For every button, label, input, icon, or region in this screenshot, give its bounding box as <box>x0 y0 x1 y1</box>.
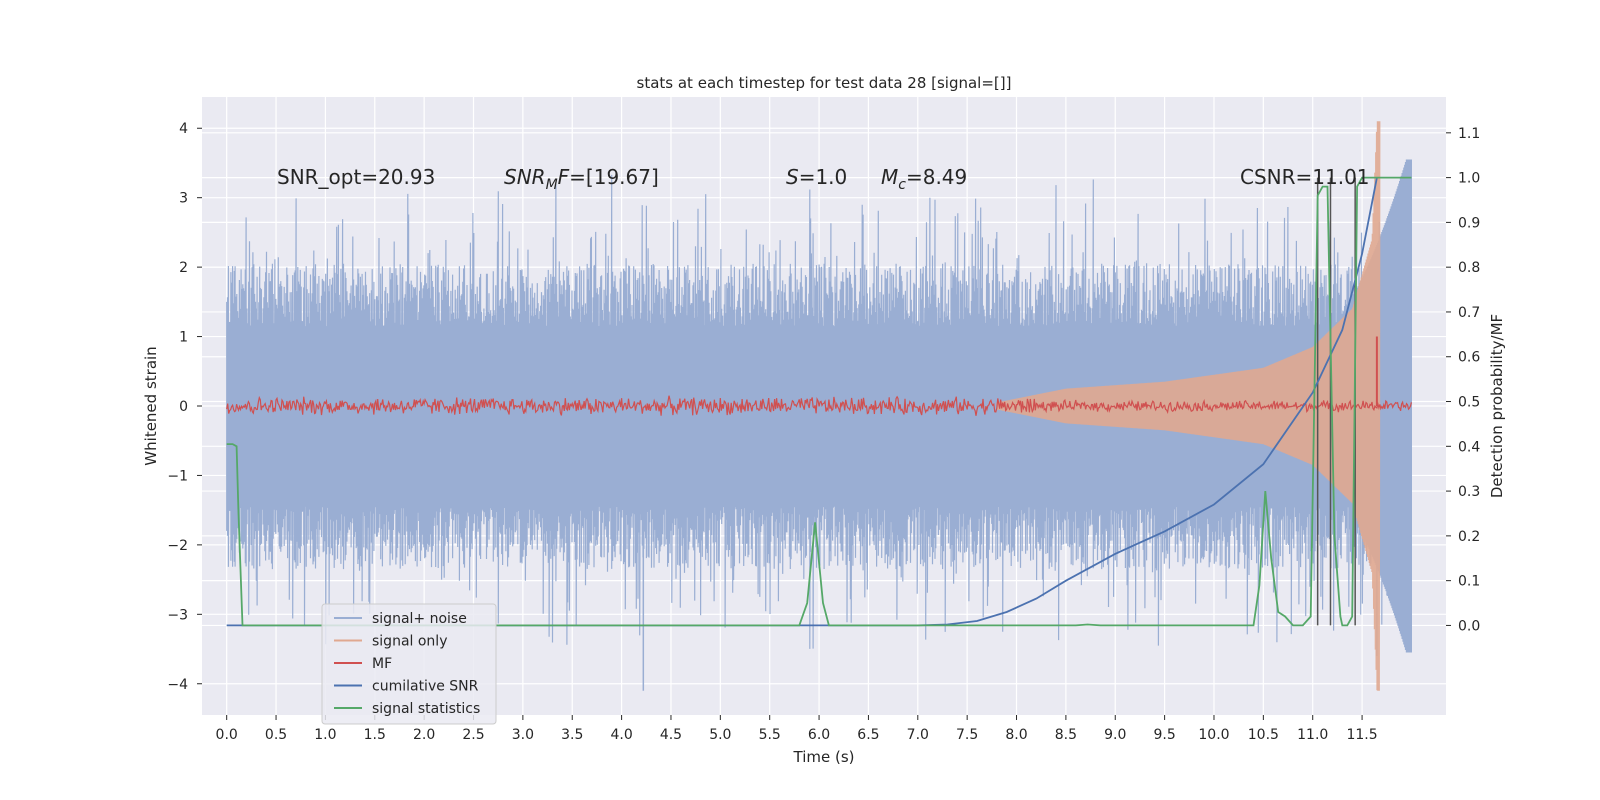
x-tick-label: 6.0 <box>808 727 830 743</box>
signal-noise-trace <box>226 159 1412 653</box>
x-tick-label: 4.0 <box>610 727 632 743</box>
x-tick-label: 10.5 <box>1248 727 1279 743</box>
signal-statistics-series <box>226 176 1412 627</box>
x-tick-label: 7.0 <box>907 727 929 743</box>
annotation-snr-opt: SNR_opt=20.93 <box>277 165 435 189</box>
mf-trace <box>226 395 1412 416</box>
mf-series <box>226 336 1412 416</box>
y-axis-right-label: Detection probability/MF <box>1488 314 1506 498</box>
x-tick-label: 11.0 <box>1297 727 1328 743</box>
legend-label: signal statistics <box>372 701 480 717</box>
annotation-csnr: CSNR=11.01 <box>1240 165 1370 189</box>
signal-statistics-line <box>226 176 1412 627</box>
x-tick-label: 9.0 <box>1104 727 1126 743</box>
legend-label: cumilative SNR <box>372 679 479 695</box>
x-tick-label: 1.0 <box>314 727 336 743</box>
x-axis-ticks: 0.0 0.5 1.0 1.5 2.0 2.5 3.0 3.5 4.0 4.5 5.0 5.5 6.0 6… <box>216 715 1378 743</box>
y-right-tick-label: 0.5 <box>1458 395 1480 411</box>
y-right-tick-label: 0.8 <box>1458 260 1480 276</box>
x-tick-label: 5.0 <box>709 727 731 743</box>
y-tick-label: 1 <box>179 330 188 346</box>
chart-title: stats at each timestep for test data 28 … <box>637 74 1012 92</box>
x-tick-label: 3.5 <box>561 727 583 743</box>
x-tick-label: 2.0 <box>413 727 435 743</box>
y-tick-label: −1 <box>167 468 188 484</box>
x-tick-label: 8.5 <box>1055 727 1077 743</box>
y-right-tick-label: 0.9 <box>1458 215 1480 231</box>
x-tick-label: 0.0 <box>216 727 238 743</box>
x-tick-label: 5.5 <box>759 727 781 743</box>
y-tick-label: 2 <box>179 260 188 276</box>
y-right-tick-label: 0.3 <box>1458 484 1480 500</box>
left-axis-ticks: −4 −3 −2 −1 0 1 2 3 4 <box>167 121 202 693</box>
legend-box <box>321 603 497 725</box>
annotation-s: S=1.0 <box>786 165 847 189</box>
y-right-tick-label: 1.0 <box>1458 171 1480 187</box>
right-axis-ticks: 0.0 0.1 0.2 0.3 0.4 0.5 0.6 0.7 0.8 0.9 1.0 1.1 <box>1446 126 1480 634</box>
x-tick-label: 11.5 <box>1346 727 1377 743</box>
x-tick-label: 3.0 <box>512 727 534 743</box>
y-right-tick-label: 0.1 <box>1458 574 1480 590</box>
x-tick-label: 7.5 <box>956 727 978 743</box>
legend: signal+ noise signal only MF cumilative SNR… <box>321 603 497 725</box>
legend-label: signal only <box>372 634 447 650</box>
x-tick-label: 2.5 <box>462 727 484 743</box>
y-tick-label: −2 <box>167 538 188 554</box>
x-tick-label: 1.5 <box>364 727 386 743</box>
y-right-tick-label: 0.4 <box>1458 439 1480 455</box>
x-axis-label: Time (s) <box>793 748 855 766</box>
annotation-snr-mf: SNRMF=[19.67] <box>504 165 659 193</box>
y-tick-label: −4 <box>167 677 188 693</box>
x-tick-label: 8.0 <box>1005 727 1027 743</box>
y-tick-label: 4 <box>179 121 188 137</box>
y-right-tick-label: 0.7 <box>1458 305 1480 321</box>
x-tick-label: 6.5 <box>857 727 879 743</box>
legend-label: MF <box>372 656 392 672</box>
legend-label: signal+ noise <box>372 611 467 627</box>
y-tick-label: −3 <box>167 607 188 623</box>
y-right-tick-label: 1.1 <box>1458 126 1480 142</box>
x-tick-label: 4.5 <box>660 727 682 743</box>
y-axis-label: Whitened strain <box>142 346 160 465</box>
y-right-tick-label: 0.6 <box>1458 350 1480 366</box>
y-right-tick-label: 0.2 <box>1458 529 1480 545</box>
y-tick-label: 0 <box>179 399 188 415</box>
y-tick-label: 3 <box>179 191 188 207</box>
y-right-tick-label: 0.0 <box>1458 618 1480 634</box>
x-tick-label: 10.0 <box>1198 727 1229 743</box>
x-tick-label: 0.5 <box>265 727 287 743</box>
x-tick-label: 9.5 <box>1153 727 1175 743</box>
annotation-mc: Mc=8.49 <box>881 165 967 193</box>
